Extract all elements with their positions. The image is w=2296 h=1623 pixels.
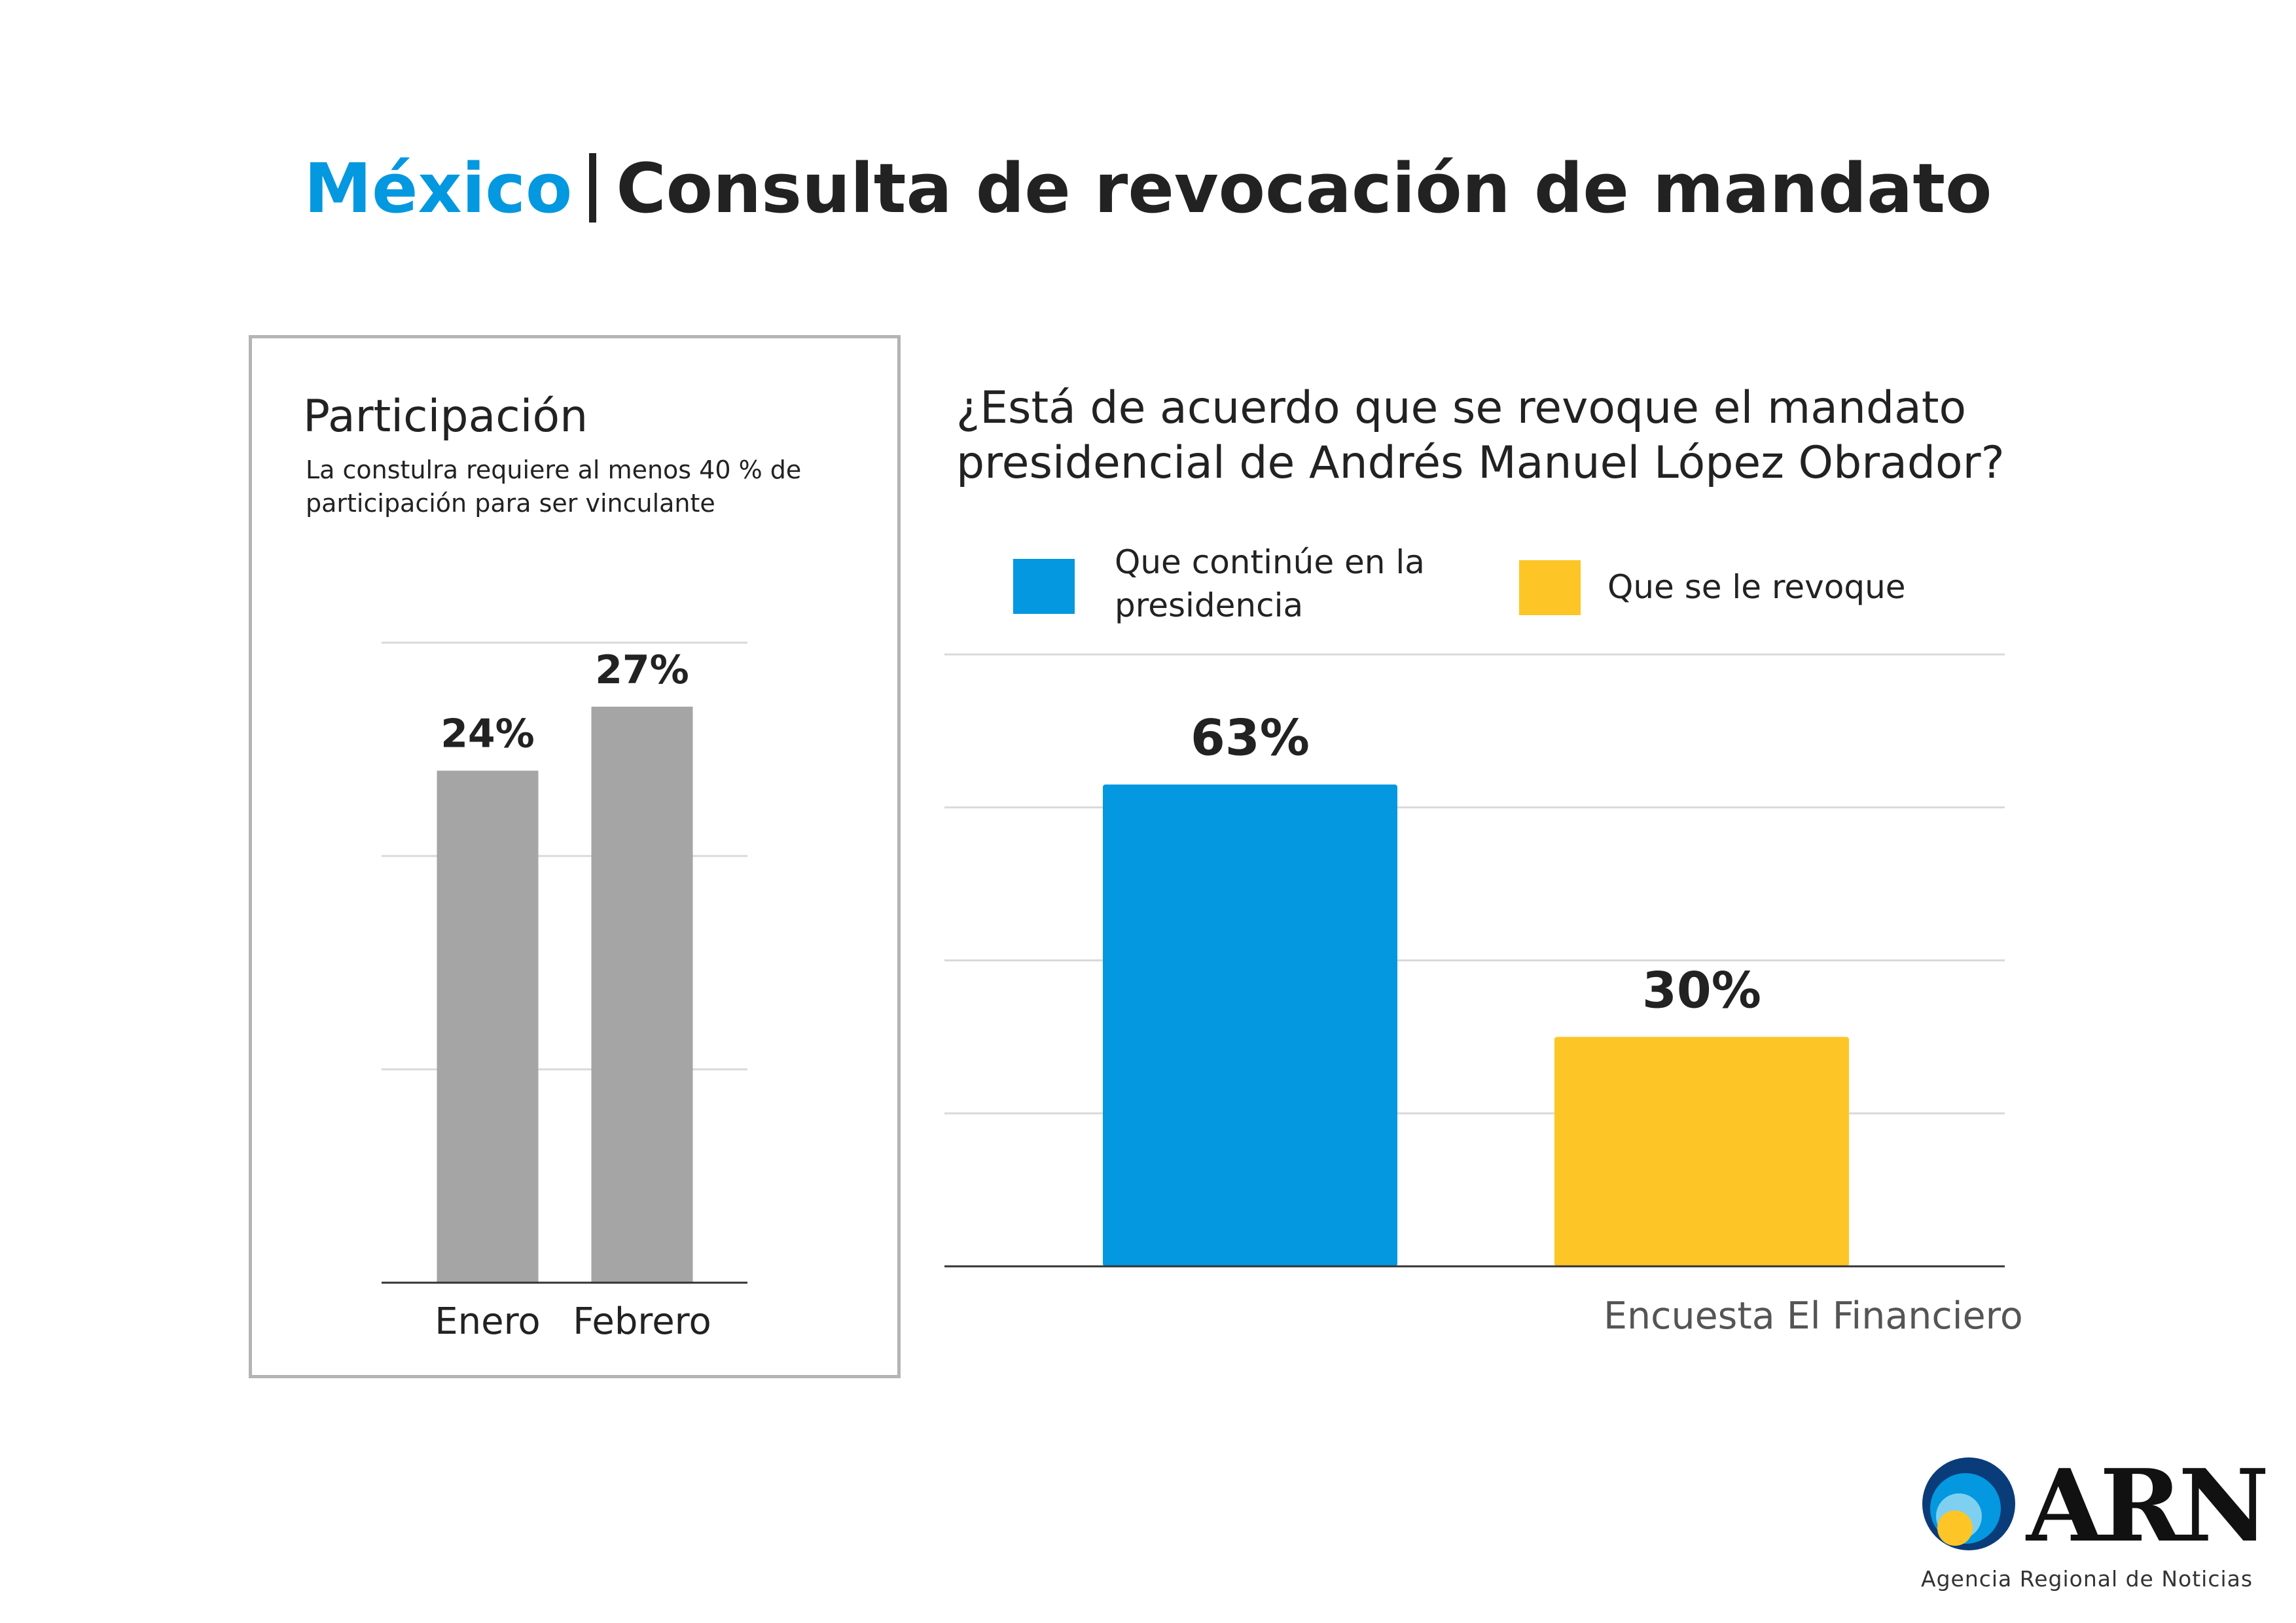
legend-label-revoke: Que se le revoque — [1607, 568, 1906, 606]
bar-enero — [437, 770, 539, 1283]
country-label: México — [304, 149, 573, 228]
participation-panel: Participación La constulra requiere al m… — [249, 335, 901, 1378]
title-text: Consulta de revocación de mandato — [616, 149, 1992, 228]
page-title: México Consulta de revocación de mandato — [0, 148, 2296, 230]
bar-revoke — [1554, 1037, 1849, 1266]
data-label: 30% — [1642, 961, 1761, 1019]
logo-subtitle: Agencia Regional de Noticias — [1921, 1566, 2253, 1592]
arn-logo: ARN Agencia Regional de Noticias — [1921, 1447, 2269, 1594]
category-label: Febrero — [573, 1300, 711, 1343]
source-label: Encuesta El Financiero — [1604, 1294, 2023, 1338]
arn-logo-mark — [1922, 1457, 2015, 1550]
bar-continue — [1103, 784, 1397, 1266]
survey-chart: 63% 30% — [944, 653, 2005, 1268]
data-label: 27% — [595, 647, 689, 693]
title-separator — [589, 153, 597, 223]
logo-text: ARN — [2026, 1447, 2269, 1564]
legend-label-continue: Que continúe en la presidencia — [1115, 543, 1425, 624]
data-label: 63% — [1191, 709, 1310, 767]
bar-febrero — [591, 706, 693, 1283]
participation-note: La constulra requiere al menos 40 % de p… — [306, 455, 802, 518]
participation-chart: 24% Enero 27% Febrero — [382, 641, 747, 1343]
data-label: 24% — [440, 711, 535, 757]
legend-swatch-revoke — [1519, 560, 1581, 615]
participation-title: Participación — [303, 391, 588, 442]
category-label: Enero — [435, 1300, 540, 1343]
survey-question: ¿Está de acuerdo que se revoque el manda… — [956, 382, 2005, 489]
legend-swatch-continue — [1013, 559, 1075, 614]
